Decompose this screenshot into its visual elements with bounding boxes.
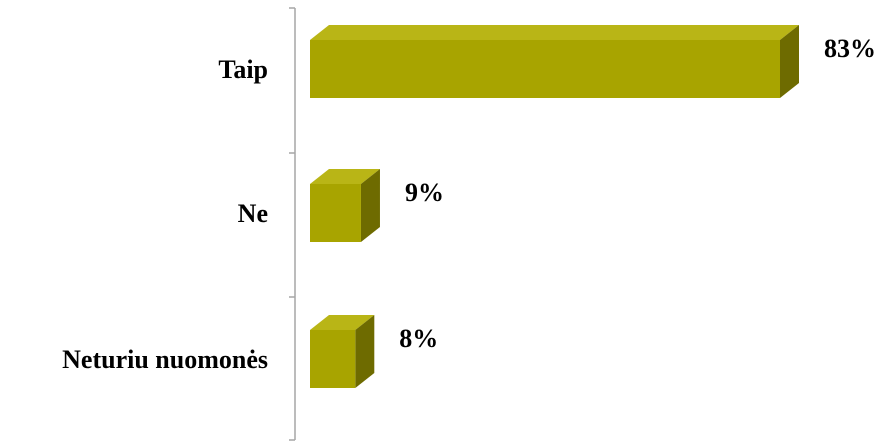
category-label-neturiu-nuomones: Neturiu nuomonės (62, 345, 268, 374)
bar-front-face (310, 330, 356, 388)
category-label-ne: Ne (238, 199, 268, 228)
bar-taip (310, 25, 799, 98)
bar-side-face (360, 169, 380, 242)
bar-top-face (310, 315, 375, 330)
data-label-taip: 83% (824, 34, 876, 63)
category-label-taip: Taip (218, 55, 268, 84)
data-label-neturiu-nuomones: 8% (399, 324, 438, 353)
bar-top-face (310, 25, 799, 40)
bar-top-face (310, 169, 380, 184)
bar-front-face (310, 40, 780, 98)
data-label-ne: 9% (405, 178, 444, 207)
bar-neturiu-nuomones (310, 315, 375, 388)
bar-front-face (310, 184, 361, 242)
value-axis (289, 7, 296, 441)
bar-side-face (355, 315, 375, 388)
bar-ne (310, 169, 380, 242)
bar-side-face (780, 25, 799, 98)
